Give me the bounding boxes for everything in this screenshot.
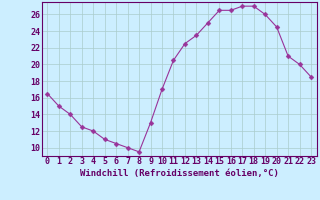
- X-axis label: Windchill (Refroidissement éolien,°C): Windchill (Refroidissement éolien,°C): [80, 169, 279, 178]
